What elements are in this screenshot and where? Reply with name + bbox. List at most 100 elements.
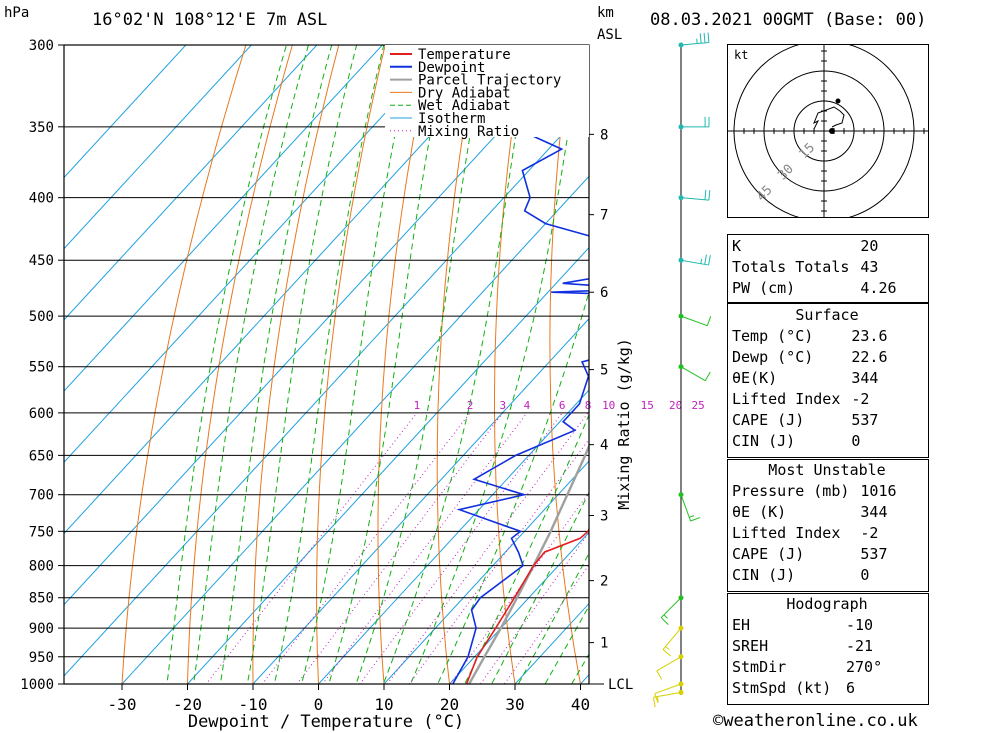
- legend-entry: Parcel Trajectory: [418, 73, 561, 89]
- isotherm-line: [64, 45, 253, 250]
- index-value: 23.6: [851, 327, 888, 345]
- pressure-tick-label: 650: [29, 448, 54, 464]
- mixing-ratio-label: 4: [524, 399, 531, 412]
- index-label: CAPE (J): [732, 411, 805, 429]
- pressure-tick-label: 500: [29, 309, 54, 325]
- index-value: 537: [860, 545, 888, 563]
- dewpoint-profile: [451, 45, 589, 684]
- hodograph-ring-label: 15: [796, 140, 818, 162]
- mixing-ratio-label: 20: [669, 399, 682, 412]
- legend-entry: Dry Adiabat: [418, 85, 511, 101]
- km-tick-label: 5: [600, 363, 608, 379]
- index-row: Pressure (mb) 1016: [727, 481, 927, 502]
- wet-adiabat-line: [571, 653, 589, 684]
- wet-adiabat-line: [517, 552, 589, 684]
- pressure-tick-label: 350: [29, 120, 54, 136]
- mixing-ratio-line: [359, 412, 563, 684]
- most-unstable-title: Most Unstable: [768, 461, 886, 479]
- x-tick-label: 10: [374, 695, 393, 714]
- km-tick-label: 1: [600, 636, 608, 652]
- km-tick-label: 3: [600, 509, 608, 525]
- wind-barb-flag: [662, 649, 671, 657]
- isotherm-line: [64, 45, 449, 463]
- dry-adiabat-line: [549, 45, 582, 684]
- index-value: -10: [846, 616, 874, 634]
- wind-barb-flag: [654, 693, 659, 704]
- pressure-tick-label: 750: [29, 524, 54, 540]
- mixing-ratio-label: 10: [602, 399, 615, 412]
- wind-barb-flag: [690, 517, 701, 522]
- index-row: CAPE (J) 537: [727, 410, 927, 431]
- mixing-ratio-label: 6: [559, 399, 566, 412]
- x-tick-label: 30: [505, 695, 524, 714]
- wind-barb-flag: [652, 697, 656, 708]
- pressure-tick-label: 300: [29, 38, 54, 54]
- index-value: -2: [851, 390, 870, 408]
- copyright-credit[interactable]: ©weatheronline.co.uk: [713, 711, 918, 731]
- wet-adiabat-line: [437, 290, 589, 684]
- index-value: 1016: [860, 482, 897, 500]
- index-row: Lifted Index -2: [727, 389, 927, 410]
- mixing-ratio-line: [479, 531, 589, 684]
- isotherm-line: [64, 45, 318, 321]
- pressure-tick-label: 550: [29, 360, 54, 376]
- hodograph-stats-box: [727, 593, 929, 705]
- wind-barb-flag: [660, 617, 669, 625]
- wind-barb: [656, 656, 682, 672]
- wind-barb: [654, 683, 682, 695]
- pressure-tick-label: 850: [29, 591, 54, 607]
- pressure-tick-label: 600: [29, 406, 54, 422]
- hodograph-point: [835, 98, 841, 104]
- index-row: StmDir 270°: [727, 657, 927, 678]
- mixing-ratio-line: [321, 412, 528, 684]
- km-tick-label: 8: [600, 127, 608, 143]
- mixing-ratio-label: 3: [499, 399, 506, 412]
- wind-barb: [680, 259, 709, 266]
- datetime-label: 08.03.2021 00GMT (Base: 00): [650, 10, 927, 30]
- index-row: EH -10: [727, 615, 927, 636]
- dry-adiabat-line: [377, 45, 433, 684]
- mixing-ratio-line: [261, 412, 471, 684]
- index-label: CAPE (J): [732, 545, 805, 563]
- wind-barb-flag: [708, 190, 711, 201]
- pressure-tick-label: 900: [29, 621, 54, 637]
- wind-barb: [680, 42, 709, 46]
- index-label: PW (cm): [732, 279, 796, 297]
- index-value: 22.6: [851, 348, 888, 366]
- wind-barb-flag: [704, 254, 707, 265]
- dry-adiabat-line: [121, 45, 247, 684]
- wet-adiabat-line: [355, 45, 487, 684]
- hodograph-ring-label: 30: [775, 162, 797, 184]
- wind-barb-flag: [707, 32, 710, 43]
- wet-adiabat-line: [328, 45, 449, 684]
- wet-adiabat-line: [301, 45, 415, 684]
- wind-barb-flag: [689, 515, 695, 518]
- x-tick-label: 0: [314, 695, 324, 714]
- pressure-unit-label: hPa: [4, 5, 30, 21]
- wind-barb-flag: [703, 32, 706, 43]
- index-label: K: [732, 237, 742, 255]
- km-tick-label: 4: [600, 438, 608, 454]
- index-row: PW (cm) 4.26: [727, 278, 927, 299]
- index-row: SREH -21: [727, 636, 927, 657]
- isotherm-line: [383, 460, 589, 684]
- mixing-ratio-label: 8: [585, 399, 592, 412]
- x-tick-label: -20: [173, 695, 202, 714]
- surface-title: Surface: [795, 306, 859, 324]
- mixing-ratio-label: 15: [641, 399, 654, 412]
- index-value: 4.26: [860, 279, 897, 297]
- wind-barb-flag: [656, 696, 659, 702]
- index-value: 20: [860, 237, 879, 255]
- dry-adiabat-line: [706, 8, 720, 710]
- index-value: -2: [860, 524, 879, 542]
- pressure-tick-label: 800: [29, 559, 54, 575]
- pressure-tick-label: 950: [29, 650, 54, 666]
- mixing-ratio-axis-label: Mixing Ratio (g/kg): [615, 338, 633, 510]
- mixing-ratio-line: [205, 412, 418, 684]
- index-value: 43: [860, 258, 879, 276]
- wet-adiabat-line: [409, 45, 583, 684]
- wet-adiabat-line: [273, 45, 385, 684]
- pressure-tick-label: 1000: [20, 677, 54, 693]
- dry-adiabat-line: [656, 8, 719, 710]
- dry-adiabat-line: [186, 45, 293, 684]
